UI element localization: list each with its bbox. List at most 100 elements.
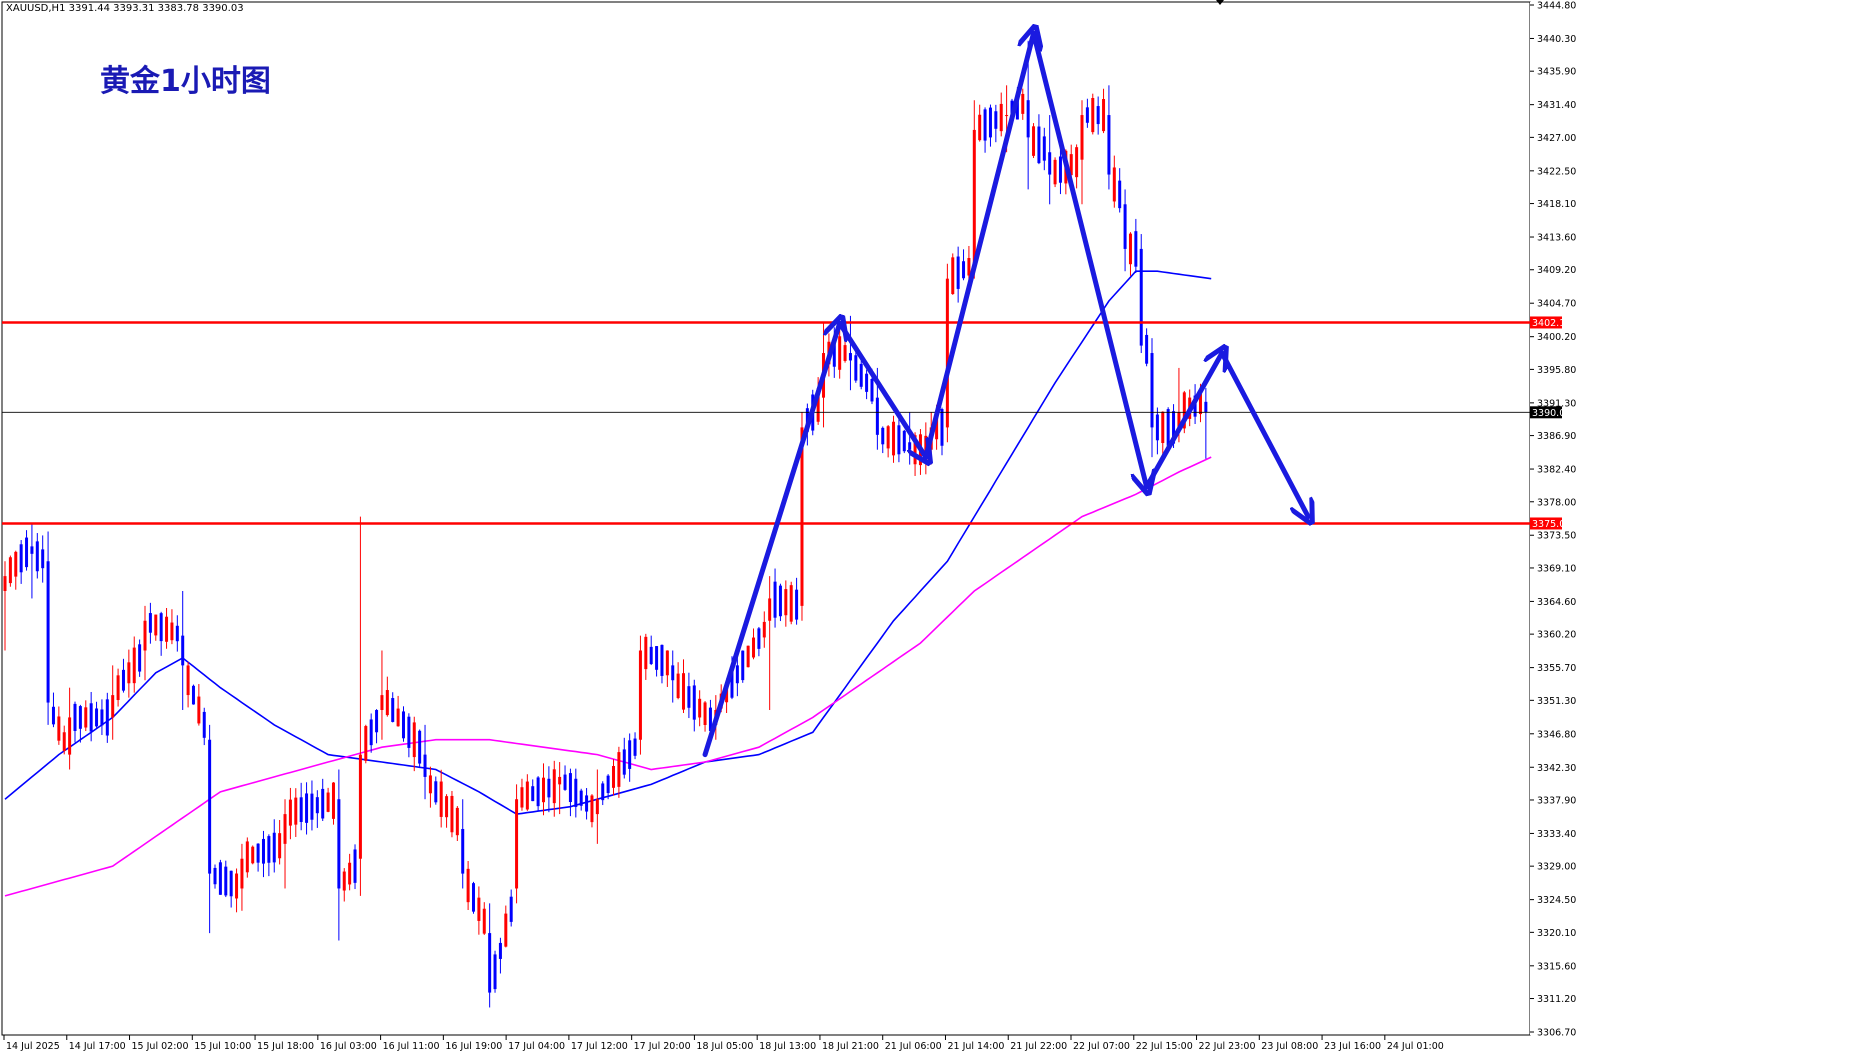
shift-marker-icon[interactable]: [1216, 0, 1224, 5]
y-tick-label: 3355.70: [1537, 663, 1576, 674]
candle: [1107, 85, 1111, 190]
x-tick-label: 24 Jul 01:00: [1387, 1041, 1444, 1052]
candle: [148, 602, 152, 644]
candle: [375, 709, 379, 744]
y-tick-label: 3360.20: [1537, 630, 1576, 641]
candle: [391, 692, 395, 723]
candle: [908, 412, 912, 465]
candle: [14, 550, 18, 590]
candle: [191, 684, 195, 705]
candle: [369, 713, 373, 753]
candle: [789, 581, 793, 625]
candle: [655, 646, 659, 677]
candle: [956, 246, 960, 303]
x-tick-label: 22 Jul 23:00: [1199, 1041, 1256, 1052]
y-tick-label: 3315.60: [1537, 961, 1576, 972]
candle: [708, 699, 712, 735]
candle: [321, 778, 325, 821]
candle: [1112, 155, 1116, 208]
y-tick-label: 3324.50: [1537, 895, 1576, 906]
candle: [682, 659, 686, 714]
candle: [477, 886, 481, 935]
level-price-tag: [1530, 316, 1562, 329]
y-tick-label: 3373.50: [1537, 531, 1576, 542]
candle: [170, 609, 174, 645]
candle: [1139, 234, 1143, 354]
price-axis-background: [1530, 2, 1867, 1035]
y-tick-label: 3351.30: [1537, 696, 1576, 707]
candle: [3, 561, 7, 651]
candle: [256, 843, 260, 872]
candle: [331, 782, 335, 825]
candle: [197, 684, 201, 726]
candle: [1053, 157, 1057, 188]
ma-short-line: [4, 270, 1212, 815]
candle: [380, 650, 384, 740]
candle: [100, 699, 104, 736]
candle: [972, 100, 976, 279]
candle: [342, 868, 346, 902]
candle: [628, 733, 632, 782]
candle: [773, 568, 777, 628]
level-price-tag: [1530, 517, 1562, 530]
candle: [62, 725, 66, 755]
trend-arrow: [702, 323, 840, 758]
candle: [698, 690, 702, 727]
candle: [692, 679, 696, 732]
candle: [601, 781, 605, 806]
candle: [466, 861, 470, 910]
candle: [612, 759, 616, 796]
y-tick-label: 3333.40: [1537, 829, 1576, 840]
current-price-label: 3390.03: [1532, 408, 1571, 419]
candle: [401, 706, 405, 742]
candle: [482, 902, 486, 935]
candle: [881, 426, 885, 454]
candle: [859, 360, 863, 390]
symbol-header: XAUUSD,H1 3391.44 3393.31 3383.78 3390.0…: [6, 3, 244, 14]
candle: [159, 611, 163, 656]
candle: [35, 533, 39, 579]
candle: [784, 580, 788, 627]
y-tick-label: 3364.60: [1537, 597, 1576, 608]
candle: [1123, 189, 1127, 272]
trend-arrow: [923, 33, 1034, 460]
candle: [498, 937, 502, 974]
candle: [525, 774, 529, 811]
candle: [19, 540, 23, 584]
candle: [41, 535, 45, 583]
candle: [768, 576, 772, 710]
x-tick-label: 21 Jul 22:00: [1010, 1041, 1067, 1052]
x-tick-label: 18 Jul 13:00: [759, 1041, 816, 1052]
candle: [434, 776, 438, 805]
y-tick-label: 3346.80: [1537, 729, 1576, 740]
candle: [407, 713, 411, 758]
candle: [78, 704, 82, 743]
candle: [445, 794, 449, 828]
candle: [671, 650, 675, 703]
candle: [111, 665, 115, 740]
candle: [224, 860, 228, 898]
candle: [552, 760, 556, 817]
candle: [940, 407, 944, 456]
x-tick-label: 16 Jul 19:00: [445, 1041, 502, 1052]
candle: [261, 830, 265, 878]
candle: [455, 806, 459, 841]
candle: [1204, 387, 1208, 459]
x-tick-label: 23 Jul 16:00: [1324, 1041, 1381, 1052]
candle: [428, 766, 432, 808]
candle: [202, 707, 206, 746]
candle: [337, 769, 341, 941]
candle: [676, 662, 680, 700]
candle: [515, 784, 519, 904]
candle: [116, 668, 120, 707]
y-tick-label: 3329.00: [1537, 862, 1576, 873]
candle: [154, 614, 158, 641]
candle: [396, 695, 400, 727]
candle: [272, 819, 276, 873]
candle: [1155, 407, 1159, 455]
y-tick-label: 3342.30: [1537, 763, 1576, 774]
candle: [353, 844, 357, 890]
y-tick-label: 3427.00: [1537, 133, 1576, 144]
candle: [121, 658, 125, 693]
